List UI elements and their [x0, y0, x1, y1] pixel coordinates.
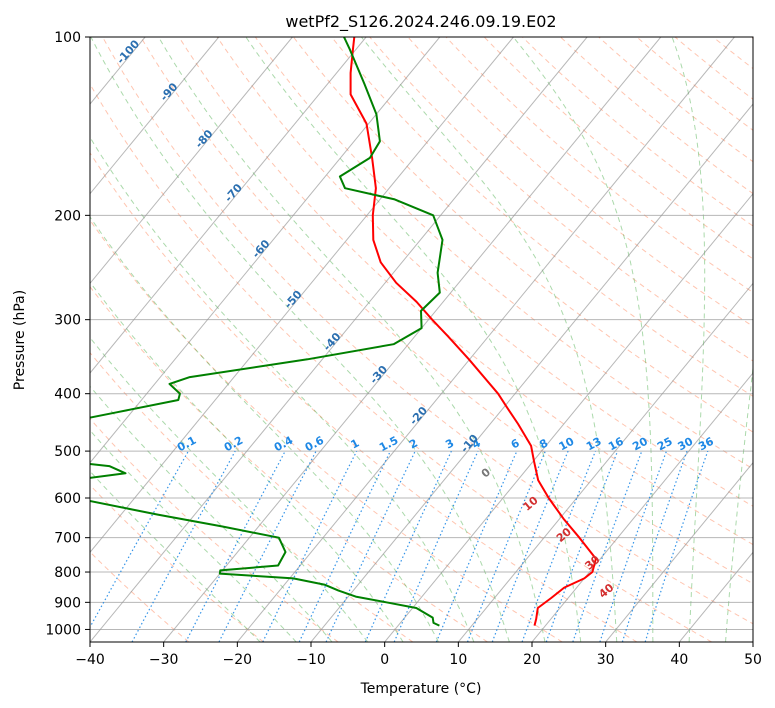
mixing-ratio-line	[621, 450, 688, 642]
isotherm-line	[384, 192, 753, 642]
isotherm-line	[90, 37, 441, 464]
y-tick-label: 700	[54, 531, 81, 547]
isotherm-line	[90, 37, 588, 642]
mixing-ratio-label: 13	[584, 435, 604, 454]
y-tick-label: 400	[54, 387, 81, 403]
isotherm-line	[457, 282, 753, 642]
y-tick-label: 800	[54, 565, 81, 581]
profile-lines	[90, 37, 597, 627]
mixing-ratio-label: 30	[676, 435, 696, 454]
dry-adiabat-line	[292, 37, 753, 433]
x-tick-label: 40	[670, 652, 688, 668]
moist-adiabat-line	[90, 336, 369, 642]
y-tick-label: 600	[54, 491, 81, 507]
isotherm-line	[531, 372, 753, 642]
mixing-ratio-line	[491, 450, 569, 642]
mixing-ratio-label: 10	[557, 435, 577, 454]
y-axis: 100 200 300 400 500 600 700 800 900 1000	[45, 30, 90, 638]
mixing-ratio-line	[435, 450, 518, 642]
mixing-ratio-label: 16	[606, 435, 626, 454]
isotherm-line	[310, 103, 753, 642]
background-lines	[90, 37, 753, 642]
moist-adiabat-line	[158, 37, 546, 642]
mixing-ratio-line	[644, 450, 709, 642]
plot-frame	[89, 36, 754, 643]
x-tick-label: 20	[523, 652, 541, 668]
x-tick-label: 50	[744, 652, 762, 668]
mixing-ratio-label: 36	[696, 435, 716, 454]
dry-adiabat-line	[90, 551, 190, 642]
mixing-ratio-line	[364, 450, 452, 642]
dry-adiabat-line	[90, 151, 638, 642]
dry-adiabat-line	[90, 285, 488, 642]
mixing-ratio-line	[393, 450, 479, 642]
chart-title: wetPf2_S126.2024.246.09.19.E02	[285, 12, 556, 32]
moist-adiabat-line	[671, 37, 706, 642]
mixing-ratio-line	[572, 450, 643, 642]
x-tick-label: 10	[449, 652, 467, 668]
temperature-profile-line	[349, 37, 597, 626]
moist-adiabat-line	[725, 364, 753, 642]
dewpoint-profile-line	[90, 37, 444, 627]
dry-adiabat-line	[90, 83, 712, 642]
x-tick-label: −20	[223, 652, 253, 668]
isotherm-line	[90, 37, 293, 285]
moist-adiabat-line	[90, 281, 404, 642]
isotherm-line	[90, 37, 220, 195]
dry-adiabat-line	[140, 37, 753, 585]
dry-adiabat-line	[407, 37, 753, 327]
isotherm-line	[90, 37, 514, 554]
moist-adiabat-line	[90, 37, 510, 642]
mixing-ratio-line	[466, 450, 546, 642]
isotherm-line	[605, 461, 753, 642]
isotherm-line	[90, 37, 367, 374]
mixing-ratio-line	[521, 450, 597, 642]
y-tick-label: 200	[54, 208, 81, 224]
mixing-ratio-label: 25	[655, 435, 675, 454]
isotherm-line	[163, 37, 662, 642]
dry-adiabat-line	[330, 37, 753, 397]
dry-adiabat-line	[90, 351, 414, 642]
moist-adiabat-line	[245, 37, 582, 642]
x-axis-label: Temperature (°C)	[360, 681, 482, 697]
moist-adiabat-line	[90, 470, 261, 642]
y-tick-label: 500	[54, 444, 81, 460]
moist-adiabat-line	[512, 37, 654, 642]
mixing-ratio-label: 20	[630, 435, 650, 454]
x-tick-label: −10	[296, 652, 326, 668]
y-axis-label: Pressure (hPa)	[12, 290, 28, 390]
x-tick-label: −40	[75, 652, 105, 668]
mixing-ratio-line	[262, 450, 358, 642]
moist-adiabat-line	[90, 429, 297, 642]
mixing-ratio-line	[90, 450, 189, 629]
x-axis: −40 −30 −20 −10 0 10 20 30 40 50	[75, 642, 762, 668]
dry-adiabat-line	[216, 37, 753, 507]
isotherm-line	[236, 37, 735, 642]
x-tick-label: 30	[597, 652, 615, 668]
moist-adiabat-line	[90, 136, 475, 642]
y-tick-label: 100	[54, 30, 81, 46]
mixing-ratio-line	[599, 450, 668, 642]
dry-adiabat-line	[90, 484, 264, 642]
mixing-ratio-line	[131, 450, 236, 642]
y-tick-label: 1000	[45, 622, 81, 638]
moist-adiabat-line	[90, 216, 439, 642]
y-tick-label: 300	[54, 313, 81, 329]
moist-adiabat-line	[90, 385, 333, 642]
mixing-ratio-line	[545, 450, 619, 642]
x-tick-label: 0	[380, 652, 389, 668]
y-tick-label: 900	[54, 595, 81, 611]
mixing-ratio-line	[218, 450, 317, 642]
x-tick-label: −30	[149, 652, 179, 668]
dry-adiabat-line	[90, 219, 563, 642]
